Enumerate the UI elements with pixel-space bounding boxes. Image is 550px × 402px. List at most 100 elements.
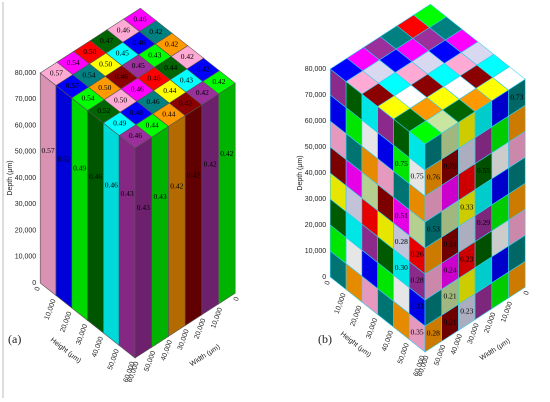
value-label: 0.54 — [81, 94, 94, 103]
value-label: 0.46 — [117, 25, 130, 34]
column-side — [151, 125, 169, 348]
value-label: 0.46 — [147, 74, 160, 83]
value-label: 0.24 — [443, 240, 456, 249]
depth-tick-label: 20,000 — [15, 227, 37, 234]
value-label: 0.28 — [427, 328, 440, 337]
value-label: 0.28 — [395, 237, 408, 246]
value-label: 0.24 — [443, 266, 456, 275]
height-tick-label: 0 — [34, 286, 42, 292]
value-label: 0.46 — [129, 131, 142, 140]
value-label: 0.53 — [427, 224, 440, 233]
value-label: 0.46 — [132, 38, 145, 47]
cube-side — [329, 68, 347, 109]
value-label: 0.33 — [460, 203, 473, 212]
height-tick-label: 40,000 — [91, 336, 105, 359]
value-label: 0.42 — [170, 181, 183, 190]
value-label: 0.42 — [149, 27, 162, 36]
value-label: 0.44 — [163, 86, 176, 95]
value-label: 0.49 — [73, 163, 86, 172]
depth-tick-label: 80,000 — [305, 66, 327, 73]
value-label: 0.33 — [411, 301, 424, 310]
value-label: 0.52 — [57, 155, 70, 164]
depth-tick-label: 30,000 — [15, 201, 37, 208]
value-label: 0.57 — [42, 146, 55, 155]
value-label: 0.42 — [181, 52, 194, 61]
height-tick-label: 30,000 — [365, 317, 379, 340]
depth-tick-label: 70,000 — [305, 92, 327, 99]
value-label: 0.79 — [443, 162, 456, 171]
value-label: 0.30 — [395, 263, 408, 272]
value-label: 0.43 — [137, 203, 150, 212]
width-axis-title: Width (μm) — [479, 338, 512, 363]
value-label: 0.42 — [165, 40, 178, 49]
depth-tick-label: 40,000 — [15, 175, 37, 182]
value-label: 0.76 — [427, 172, 440, 181]
value-label: 0.42 — [212, 77, 225, 86]
value-label: 0.45 — [116, 49, 129, 58]
value-label: 0.46 — [133, 15, 146, 24]
height-tick-label: 30,000 — [75, 323, 89, 346]
value-label: 0.42 — [196, 88, 209, 97]
value-label: 0.47 — [100, 36, 113, 45]
value-label: 0.26 — [411, 249, 424, 258]
column-side — [134, 136, 152, 359]
height-tick-label: 10,000 — [334, 292, 348, 315]
value-label: 0.46 — [89, 172, 102, 181]
column-side — [168, 115, 186, 337]
cube-top — [413, 3, 447, 28]
value-label: 0.57 — [66, 81, 79, 90]
height-tick-label: 50,000 — [397, 342, 411, 365]
width-tick-label: 30,000 — [177, 328, 191, 351]
value-label: 0.55 — [477, 166, 490, 175]
depth-tick-label: 50,000 — [15, 149, 37, 156]
value-label: 0.46 — [131, 84, 144, 93]
height-tick-label: 20,000 — [60, 311, 74, 334]
depth-tick-label: 50,000 — [305, 144, 327, 151]
value-label: 0.45 — [132, 61, 145, 70]
depth-tick-label: 40,000 — [305, 170, 327, 177]
value-label: 0.23 — [460, 307, 473, 316]
value-label: 0.44 — [162, 109, 175, 118]
depth-tick-label: 10,000 — [15, 254, 37, 261]
value-label: 0.43 — [121, 189, 134, 198]
depth-tick-label: 30,000 — [305, 196, 327, 203]
height-tick-label: 0 — [324, 280, 332, 286]
width-tick-label: 10,000 — [500, 301, 514, 324]
depth-tick-label: 10,000 — [305, 248, 327, 255]
depth-axis-title: Depth (μm) — [7, 160, 14, 195]
value-label: 0.21 — [443, 318, 456, 327]
value-label: 0.23 — [460, 255, 473, 264]
depth-axis-title: Depth (μm) — [297, 155, 304, 190]
value-label: 0.21 — [443, 292, 456, 301]
value-label: 0.42 — [197, 65, 210, 74]
value-label: 0.46 — [146, 97, 159, 106]
column-side — [103, 122, 120, 347]
value-label: 0.46 — [115, 72, 128, 81]
width-axis-title: Width (μm) — [189, 344, 222, 369]
depth-tick-label: 0 — [32, 280, 36, 287]
cube-side — [508, 78, 526, 117]
value-label: 0.57 — [50, 69, 63, 78]
value-label: 0.75 — [411, 171, 424, 180]
value-label: 0.54 — [67, 58, 80, 67]
width-tick-label: 10,000 — [210, 307, 224, 330]
panel-label: (a) — [8, 332, 21, 346]
value-label: 0.49 — [113, 119, 126, 128]
width-tick-label: 0 — [523, 290, 531, 296]
depth-tick-label: 20,000 — [305, 222, 327, 229]
value-label: 0.43 — [180, 75, 193, 84]
height-tick-label: 20,000 — [350, 305, 364, 328]
value-label: 0.42 — [204, 160, 217, 169]
width-tick-label: 0 — [233, 296, 241, 302]
value-label: 0.43 — [148, 50, 161, 59]
width-tick-label: 30,000 — [467, 322, 481, 345]
value-label: 0.43 — [153, 192, 166, 201]
value-label: 0.44 — [146, 120, 159, 129]
column-side — [218, 82, 236, 305]
width-tick-label: 20,000 — [194, 318, 208, 341]
value-label: 0.50 — [98, 83, 111, 92]
value-label: 0.50 — [83, 47, 96, 56]
value-label: 0.46 — [105, 180, 118, 189]
height-tick-label: 40,000 — [381, 330, 395, 353]
